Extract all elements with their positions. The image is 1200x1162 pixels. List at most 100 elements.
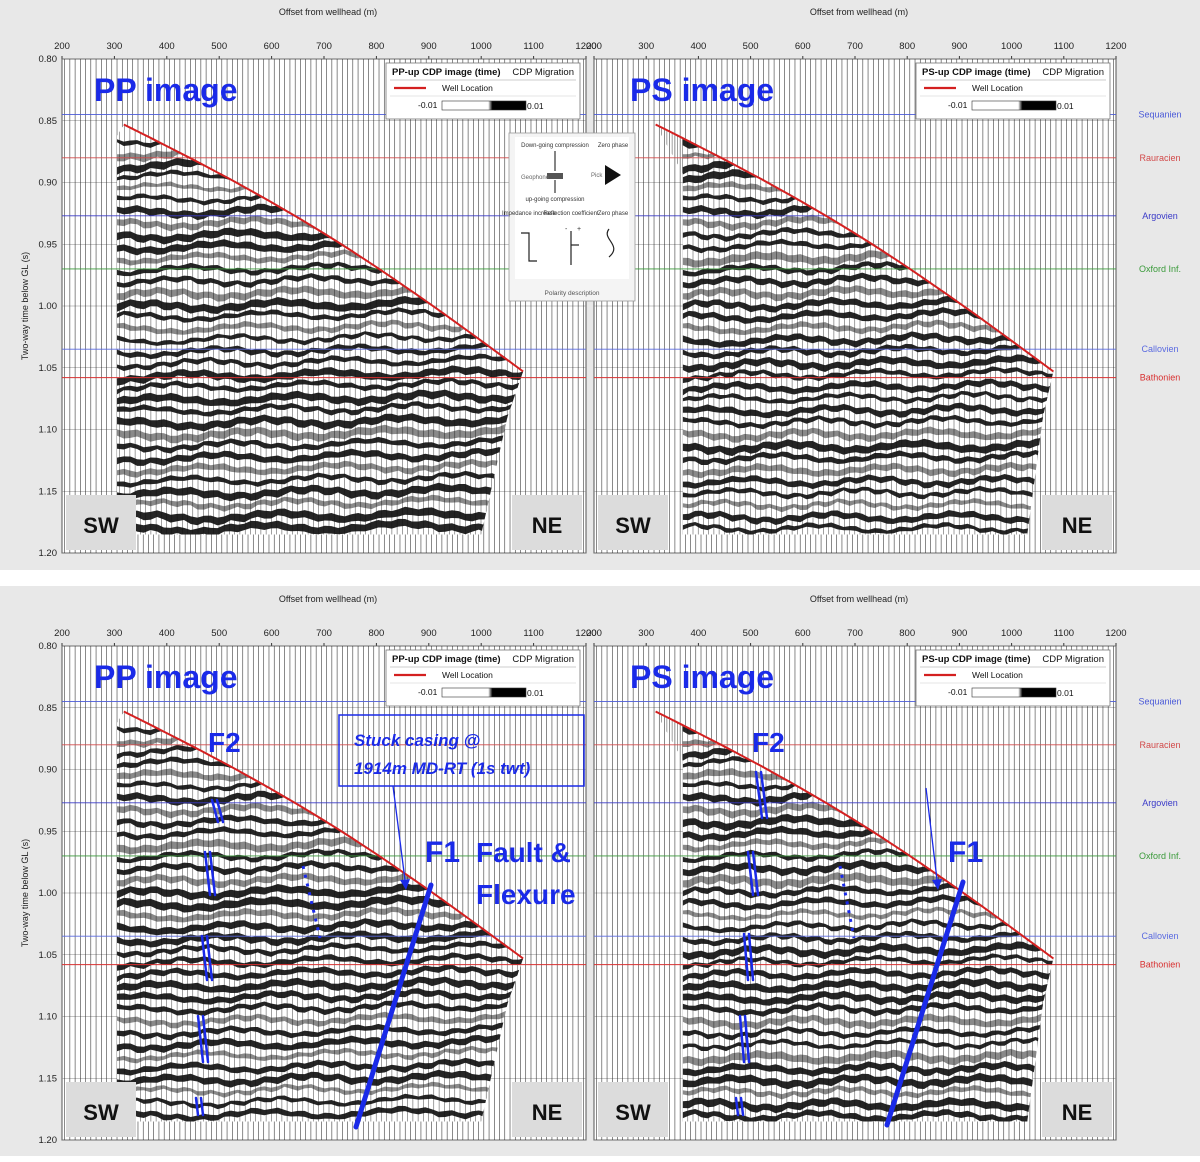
x-tick-label: 1000 — [1001, 41, 1022, 52]
x-tick-label: 900 — [951, 41, 967, 52]
horizon-label: Bathonien — [1140, 373, 1181, 383]
y-tick-label: 0.95 — [39, 826, 58, 837]
sw-box — [598, 1082, 668, 1137]
inset-geophone: Geophone — [521, 175, 550, 181]
sw-label: SW — [615, 1100, 651, 1125]
y-tick-label: 0.85 — [39, 703, 58, 714]
geophone-icon — [547, 173, 563, 179]
f2-label: F2 — [752, 727, 785, 758]
well-location-line — [123, 710, 524, 960]
ne-label: NE — [532, 1100, 563, 1125]
f2-fault-segment — [201, 1014, 210, 1064]
x-tick-label: 400 — [690, 628, 706, 639]
x-axis-label: Offset from wellhead (m) — [279, 594, 377, 604]
inset-pick: Pick — [591, 173, 603, 179]
legend-method: CDP Migration — [512, 654, 574, 665]
horizon-label: Argovien — [1142, 798, 1178, 808]
x-tick-label: 500 — [211, 628, 227, 639]
inset-title: Polarity description — [545, 290, 600, 297]
image-label: PP image — [94, 72, 237, 108]
legend-min: -0.01 — [418, 100, 438, 110]
ne-box — [512, 1082, 582, 1137]
y-tick-label: 1.05 — [39, 363, 58, 374]
x-tick-label: 800 — [899, 628, 915, 639]
f2-fault-segment — [208, 850, 217, 897]
x-tick-label: 1100 — [523, 41, 543, 52]
f2-fault-segment — [743, 1014, 751, 1064]
y-tick-label: 0.85 — [39, 116, 58, 127]
inset-zero-phase-1: Zero phase — [598, 143, 629, 149]
y-tick-label: 0.80 — [39, 641, 58, 652]
inset-zero-phase-2: Zero phase — [598, 211, 629, 217]
zero-phase-wavelet — [605, 165, 621, 185]
x-tick-label: 600 — [795, 41, 811, 52]
left-subplot: Offset from wellhead (m) 200 300 400 500 600 7… — [20, 7, 597, 559]
sw-label: SW — [83, 1100, 119, 1125]
flexure-dotted-line — [838, 865, 856, 939]
y-tick-label: 1.10 — [39, 425, 58, 436]
legend-title: PP-up CDP image (time) — [392, 654, 501, 665]
x-tick-label: 400 — [690, 41, 706, 52]
f2-fault-segment — [194, 1096, 200, 1117]
x-tick-label: 500 — [743, 41, 759, 52]
fault-annotations: F2 F2 F1 F1 Fault & Flexure Stuck casing @ 1914… — [194, 714, 983, 1130]
x-tick-label: 1100 — [1054, 628, 1074, 639]
legend-box: PP-up CDP image (time) CDP Migration Well … — [385, 62, 581, 120]
legend-min: -0.01 — [948, 687, 968, 697]
image-label: PS image — [630, 72, 774, 108]
zero-phase-wiggle — [606, 228, 615, 258]
legend-max: 0.01 — [1057, 101, 1074, 111]
legend-colorbar — [441, 687, 527, 698]
ne-label: NE — [1062, 513, 1093, 538]
x-tick-label: 500 — [743, 628, 759, 639]
f2-fault-segment — [205, 934, 214, 982]
legend-box: PP-up CDP image (time) CDP Migration Well … — [385, 649, 581, 707]
y-tick-label: 1.15 — [39, 1073, 58, 1084]
x-axis-label: Offset from wellhead (m) — [810, 7, 908, 17]
y-tick-label: 0.90 — [39, 178, 58, 189]
legend-well-label: Well Location — [972, 670, 1023, 680]
impedance-step — [521, 232, 537, 262]
legend-box: PS-up CDP image (time) CDP Migration Well … — [915, 62, 1111, 120]
f2-fault-segment — [200, 934, 209, 982]
stuck-casing-box — [338, 714, 585, 787]
x-tick-label: 700 — [847, 41, 863, 52]
x-tick-label: 300 — [106, 41, 122, 52]
f2-fault-segment — [754, 770, 764, 820]
legend-title: PS-up CDP image (time) — [922, 67, 1031, 78]
x-tick-label: 1200 — [575, 628, 596, 639]
x-tick-label: 800 — [368, 628, 384, 639]
x-tick-label: 200 — [54, 628, 70, 639]
f2-fault-segment — [759, 770, 769, 820]
x-tick-label: 400 — [159, 628, 175, 639]
f2-fault-segment — [739, 1096, 745, 1117]
x-tick-label: 700 — [316, 628, 332, 639]
x-tick-label: 800 — [368, 41, 384, 52]
ne-box — [512, 495, 582, 550]
y-tick-label: 0.80 — [39, 54, 58, 65]
f2-fault-segment — [738, 1014, 746, 1064]
y-tick-label: 1.10 — [39, 1012, 58, 1023]
legend-colorbar — [971, 100, 1057, 111]
x-tick-label: 500 — [211, 41, 227, 52]
image-label: PP image — [94, 659, 237, 695]
x-tick-label: 700 — [316, 41, 332, 52]
legend-method: CDP Migration — [512, 67, 574, 78]
x-tick-label: 200 — [586, 41, 602, 52]
legend-colorbar — [441, 100, 527, 111]
casing-arrowhead — [400, 879, 410, 890]
sw-box — [66, 495, 136, 550]
legend-min: -0.01 — [418, 687, 438, 697]
x-tick-label: 1000 — [471, 628, 492, 639]
x-tick-label: 1200 — [575, 41, 596, 52]
f2-fault-segment — [742, 932, 750, 982]
right-subplot: Offset from wellhead (m) 200 300 400 500 600 7… — [586, 594, 1182, 1141]
f2-fault-segment — [751, 850, 760, 897]
inset-plus: + — [577, 226, 581, 233]
horizon-label: Argovien — [1142, 211, 1178, 221]
y-tick-label: 0.95 — [39, 239, 58, 250]
legend-title: PP-up CDP image (time) — [392, 67, 501, 78]
inset-minus: - — [565, 226, 568, 233]
y-axis-label: Two-way time below GL (s) — [20, 839, 30, 947]
